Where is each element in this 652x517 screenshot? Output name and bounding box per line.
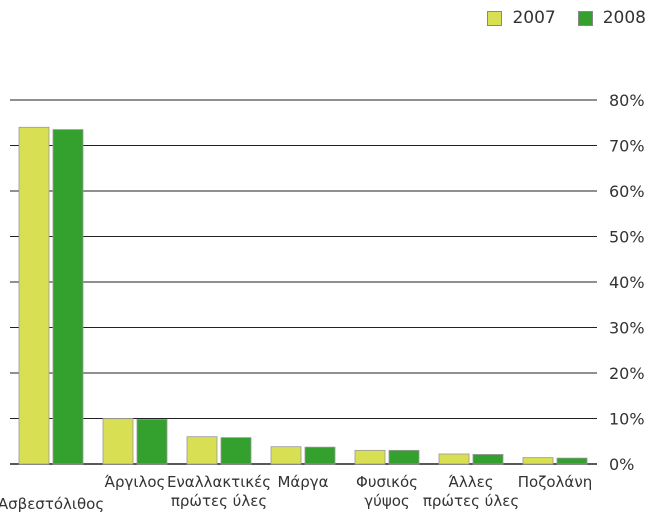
y-tick-label: 40% bbox=[609, 273, 645, 292]
category-label: Εναλλακτικές bbox=[167, 473, 271, 491]
category-label: πρώτες ύλες bbox=[423, 492, 519, 510]
category-label: Ποζολάνη bbox=[518, 473, 592, 491]
legend-item-2008: 2008 bbox=[577, 8, 646, 28]
bar-2008-2 bbox=[220, 437, 252, 465]
bar-2007-3 bbox=[270, 446, 302, 465]
y-tick-label: 80% bbox=[609, 91, 645, 110]
y-tick-label: 10% bbox=[609, 410, 645, 429]
bar-2008-4 bbox=[388, 449, 420, 465]
category-label: πρώτες ύλες bbox=[171, 492, 267, 510]
legend-label-2007: 2007 bbox=[512, 8, 556, 28]
bar-2008-5 bbox=[472, 454, 504, 465]
y-tick-label: 0% bbox=[609, 455, 634, 474]
category-label: Άλλες bbox=[448, 473, 493, 491]
bar-2007-2 bbox=[186, 436, 218, 465]
y-tick-label: 60% bbox=[609, 182, 645, 201]
category-label: Μάργα bbox=[277, 473, 328, 491]
legend-label-2008: 2008 bbox=[602, 8, 646, 28]
y-tick-label: 70% bbox=[609, 137, 645, 156]
legend: 2007 2008 bbox=[487, 8, 646, 28]
legend-item-2007: 2007 bbox=[487, 8, 556, 28]
legend-swatch-2007 bbox=[487, 10, 503, 26]
legend-swatch-2008 bbox=[577, 10, 593, 26]
bar-2008-1 bbox=[136, 419, 168, 465]
category-label: Φυσικός bbox=[356, 473, 418, 491]
y-tick-label: 20% bbox=[609, 364, 645, 383]
bar-2008-6 bbox=[556, 457, 588, 465]
bar-2007-5 bbox=[438, 453, 470, 465]
bar-2008-3 bbox=[304, 446, 336, 465]
category-label: Ασβεστόλιθος bbox=[0, 495, 104, 513]
category-label: Άργιλος bbox=[105, 473, 166, 491]
category-label: γύψος bbox=[364, 492, 409, 510]
bar-2007-1 bbox=[102, 418, 134, 465]
y-tick-label: 30% bbox=[609, 319, 645, 338]
bar-2007-4 bbox=[354, 449, 386, 465]
bar-2007-6 bbox=[522, 457, 554, 465]
bar-2008-0 bbox=[52, 129, 84, 465]
y-tick-label: 50% bbox=[609, 228, 645, 247]
bar-2007-0 bbox=[18, 126, 50, 465]
